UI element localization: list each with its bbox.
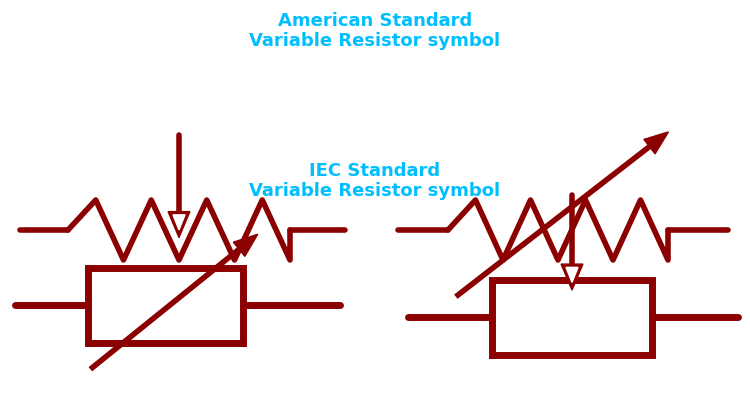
Polygon shape: [561, 264, 583, 290]
Bar: [88, 268, 242, 343]
Text: American Standard
Variable Resistor symbol: American Standard Variable Resistor symb…: [250, 12, 500, 50]
Bar: [492, 280, 652, 355]
Polygon shape: [566, 268, 578, 283]
Polygon shape: [173, 215, 185, 230]
Text: IEC Standard
Variable Resistor symbol: IEC Standard Variable Resistor symbol: [250, 161, 500, 200]
Polygon shape: [644, 132, 668, 154]
Polygon shape: [233, 234, 258, 257]
Polygon shape: [168, 212, 190, 238]
